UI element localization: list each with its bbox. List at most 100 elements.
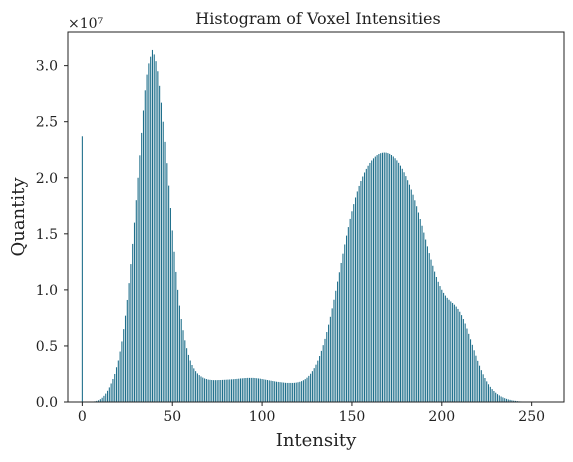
x-axis-ticks: 0 50 100 150 200 250 bbox=[78, 402, 545, 425]
histogram-bar bbox=[308, 375, 310, 402]
histogram-bar bbox=[186, 348, 188, 402]
histogram-bar bbox=[381, 152, 384, 402]
histogram-bar bbox=[114, 373, 116, 402]
histogram-bar bbox=[362, 176, 364, 402]
histogram-bar bbox=[374, 156, 376, 402]
histogram-bar bbox=[439, 286, 441, 402]
histogram-bar bbox=[142, 110, 145, 402]
histogram-bar bbox=[335, 290, 337, 402]
histogram-bar bbox=[207, 379, 209, 402]
histogram-bar bbox=[410, 189, 412, 402]
histogram-bar bbox=[355, 197, 357, 402]
x-tick-label: 0 bbox=[78, 409, 87, 425]
histogram-bar bbox=[135, 200, 137, 402]
y-tick-label: 0.5 bbox=[36, 339, 58, 355]
histogram-bar bbox=[218, 380, 220, 402]
histogram-bar bbox=[358, 185, 360, 402]
histogram-bar bbox=[245, 378, 247, 402]
histogram-bar bbox=[184, 340, 186, 402]
histogram-bar bbox=[394, 158, 396, 402]
histogram-bar bbox=[293, 382, 295, 402]
histogram-bar bbox=[232, 379, 234, 402]
histogram-bar bbox=[112, 379, 114, 402]
histogram-bar bbox=[162, 121, 164, 402]
bars-group bbox=[81, 49, 542, 403]
histogram-bar bbox=[295, 382, 297, 402]
histogram-bar bbox=[290, 382, 292, 402]
histogram-bar bbox=[324, 338, 326, 402]
histogram-bar bbox=[365, 168, 367, 402]
histogram-bar bbox=[437, 281, 439, 402]
histogram-bar bbox=[266, 380, 269, 402]
histogram-bar bbox=[412, 194, 414, 402]
histogram-bar bbox=[514, 400, 517, 402]
histogram-bar bbox=[331, 308, 333, 402]
histogram-bar bbox=[434, 271, 436, 402]
histogram-bar bbox=[180, 319, 182, 402]
histogram-bar bbox=[139, 155, 141, 402]
histogram-bar bbox=[326, 332, 328, 402]
histogram-bar bbox=[239, 378, 242, 402]
histogram-bar bbox=[342, 253, 344, 402]
histogram-bar bbox=[423, 232, 425, 402]
x-tick-label: 250 bbox=[518, 409, 545, 425]
histogram-bar bbox=[182, 330, 184, 402]
histogram-bar bbox=[171, 230, 173, 402]
histogram-bar bbox=[121, 341, 123, 402]
y-tick-label: 2.5 bbox=[36, 115, 58, 131]
histogram-bar bbox=[292, 382, 294, 402]
histogram-bar bbox=[304, 379, 306, 402]
histogram-bar bbox=[378, 153, 380, 402]
histogram-bar bbox=[435, 276, 437, 402]
histogram-bar bbox=[169, 208, 171, 402]
histogram-bar bbox=[441, 289, 443, 402]
histogram-bar bbox=[191, 365, 193, 402]
histogram-bar bbox=[401, 168, 403, 402]
plot-frame bbox=[67, 31, 565, 403]
histogram-bar bbox=[450, 301, 452, 402]
histogram-bar bbox=[301, 381, 303, 402]
histogram-bar bbox=[396, 160, 398, 402]
histogram-bar bbox=[448, 299, 450, 402]
histogram-bar bbox=[496, 394, 499, 402]
histogram-bar bbox=[175, 271, 177, 402]
histogram-bar bbox=[236, 378, 238, 402]
histogram-bar bbox=[270, 380, 272, 402]
histogram-bar bbox=[385, 152, 387, 402]
histogram-bar bbox=[453, 304, 455, 402]
histogram-bar bbox=[371, 160, 373, 402]
histogram-bar bbox=[284, 382, 286, 402]
histogram-bar bbox=[128, 283, 130, 402]
histogram-bar bbox=[119, 351, 121, 402]
histogram-bar bbox=[505, 398, 508, 402]
histogram-bar bbox=[466, 328, 468, 402]
histogram-bar bbox=[283, 382, 285, 402]
histogram-bar bbox=[500, 396, 502, 402]
histogram-bar bbox=[117, 360, 119, 402]
histogram-bar bbox=[428, 253, 430, 402]
histogram-bar bbox=[387, 153, 389, 402]
histogram-bar bbox=[211, 380, 213, 402]
histogram-bar bbox=[473, 350, 475, 402]
histogram-bar bbox=[452, 303, 454, 402]
histogram-bar bbox=[459, 311, 461, 402]
histogram-bar bbox=[204, 378, 206, 402]
histogram-bar bbox=[238, 378, 240, 402]
histogram-bar bbox=[146, 74, 148, 403]
histogram-bar bbox=[443, 292, 445, 402]
histogram-bar bbox=[484, 378, 486, 402]
histogram-bar bbox=[498, 395, 500, 402]
histogram-bar bbox=[81, 136, 83, 402]
histogram-bar bbox=[491, 389, 493, 402]
histogram-bar bbox=[317, 360, 319, 402]
chart-title: Histogram of Voxel Intensities bbox=[195, 9, 440, 28]
histogram-bar bbox=[489, 386, 491, 402]
histogram-bar bbox=[155, 61, 157, 403]
histogram-bar bbox=[502, 397, 504, 402]
histogram-bar bbox=[243, 378, 245, 402]
histogram-bar bbox=[96, 400, 98, 402]
histogram-bar bbox=[213, 380, 215, 402]
y-tick-label: 1.0 bbox=[36, 283, 58, 299]
histogram-bar bbox=[263, 379, 265, 402]
histogram-bar bbox=[390, 155, 393, 402]
